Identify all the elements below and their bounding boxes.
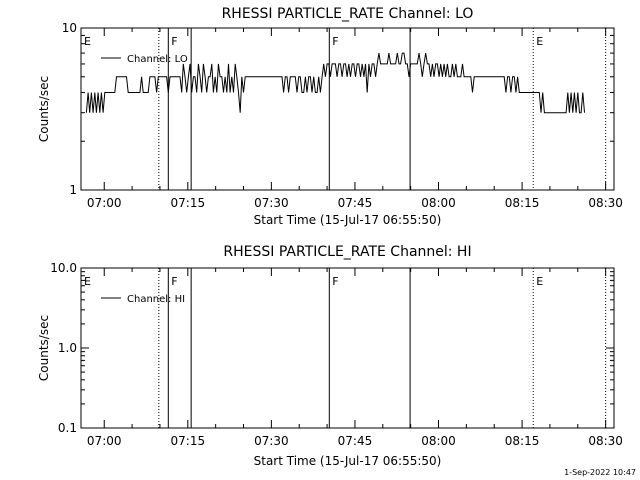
legend-label: Channel: LO — [127, 54, 188, 65]
y-tick-label: 10.0 — [50, 261, 77, 275]
event-marker-label: E — [536, 275, 543, 288]
y-tick-label: 1 — [69, 183, 77, 197]
x-tick-label: 08:00 — [421, 434, 456, 448]
y-tick-label: 10 — [62, 21, 77, 35]
legend-label: Channel: HI — [127, 294, 185, 305]
x-tick-label: 08:15 — [505, 434, 540, 448]
x-tick-label: 07:45 — [338, 196, 373, 210]
plot-frame — [80, 27, 615, 191]
x-tick-label: 08:15 — [505, 196, 540, 210]
chart-title: RHESSI PARTICLE_RATE Channel: LO — [222, 6, 474, 22]
x-tick-label: 08:30 — [588, 434, 623, 448]
x-tick-label: 07:00 — [87, 434, 122, 448]
x-tick-label: 08:00 — [421, 196, 456, 210]
x-tick-label: 07:45 — [338, 434, 373, 448]
y-axis-label: Counts/sec — [37, 76, 51, 142]
event-marker-label: E — [536, 35, 543, 48]
plot-frame — [80, 267, 615, 429]
event-marker-label: F — [332, 35, 338, 48]
x-tick-label: 07:30 — [254, 434, 289, 448]
x-tick-label: 07:30 — [254, 196, 289, 210]
y-tick-label: 1.0 — [58, 341, 77, 355]
timestamp: 1-Sep-2022 10:47 — [564, 468, 636, 477]
event-marker-label: F — [171, 275, 177, 288]
series-line — [85, 52, 585, 114]
event-marker-label: E — [84, 35, 91, 48]
y-axis-label: Counts/sec — [37, 315, 51, 381]
x-tick-label: 08:30 — [588, 196, 623, 210]
x-tick-label: 07:00 — [87, 196, 122, 210]
x-axis-label: Start Time (15-Jul-17 06:55:50) — [254, 213, 442, 227]
event-marker-label: E — [84, 275, 91, 288]
y-tick-label: 0.1 — [58, 421, 77, 435]
chart-title: RHESSI PARTICLE_RATE Channel: HI — [223, 244, 471, 260]
x-tick-label: 07:15 — [171, 434, 206, 448]
event-marker-label: F — [332, 275, 338, 288]
x-tick-label: 07:15 — [171, 196, 206, 210]
event-marker-label: F — [171, 35, 177, 48]
x-axis-label: Start Time (15-Jul-17 06:55:50) — [254, 454, 442, 468]
